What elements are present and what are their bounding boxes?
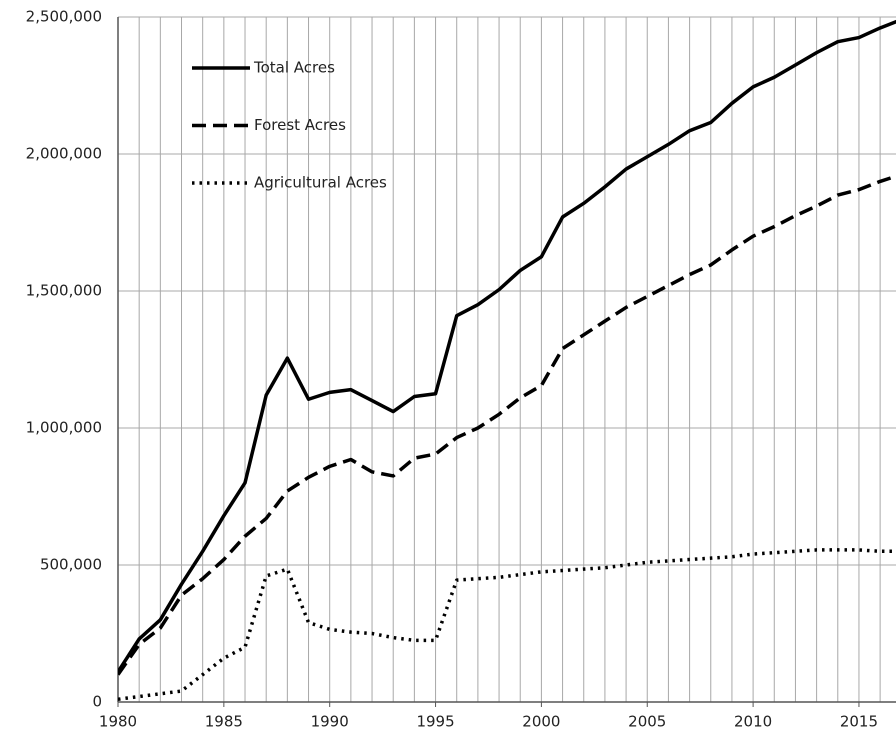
x-tick-label: 2005 <box>628 713 666 731</box>
y-tick-label: 500,000 <box>40 556 102 574</box>
x-tick-label: 2010 <box>734 713 772 731</box>
x-tick-label: 2000 <box>522 713 560 731</box>
x-tick-label: 2015 <box>840 713 878 731</box>
y-tick-label: 2,000,000 <box>26 145 102 163</box>
y-tick-label: 2,500,000 <box>26 8 102 26</box>
plot-area <box>118 19 896 701</box>
legend-label: Total Acres <box>253 59 335 77</box>
y-tick-label: 1,500,000 <box>26 282 102 300</box>
x-tick-label: 1980 <box>99 713 137 731</box>
x-tick-label: 1990 <box>311 713 349 731</box>
y-tick-label: 1,000,000 <box>26 419 102 437</box>
legend-label: Agricultural Acres <box>254 174 387 192</box>
series-line <box>118 548 896 701</box>
x-tick-label: 1985 <box>205 713 243 731</box>
y-tick-label: 0 <box>92 693 102 711</box>
series-line <box>118 174 896 676</box>
legend-label: Forest Acres <box>254 116 346 134</box>
series-line <box>118 19 896 673</box>
x-tick-label: 1995 <box>416 713 454 731</box>
